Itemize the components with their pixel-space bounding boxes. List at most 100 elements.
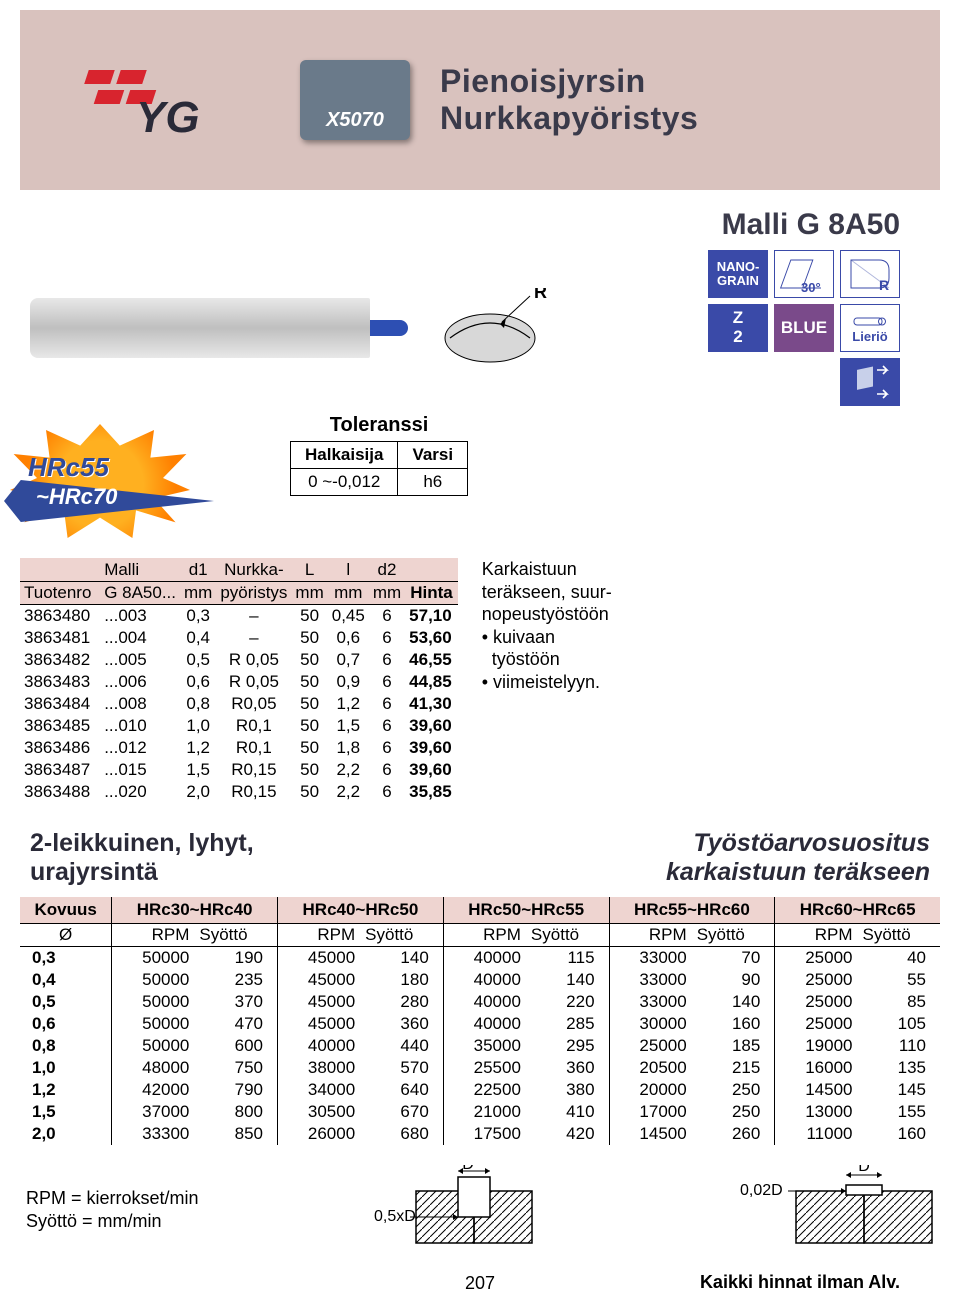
cell: 40000	[443, 947, 527, 970]
cell: 0,6	[328, 627, 369, 649]
th-np2: pyöristys	[216, 582, 291, 605]
svg-text:D: D	[858, 1165, 870, 1175]
cell: 0,9	[328, 671, 369, 693]
cell: 1,2	[328, 693, 369, 715]
cell: 44,85	[405, 671, 458, 693]
cell: 0,4	[20, 969, 112, 991]
cell: 33300	[112, 1123, 196, 1145]
cell: 0,4	[180, 627, 216, 649]
table-row: 3863484...0080,8R0,05501,2641,30	[20, 693, 458, 715]
lierio-icon: Lieriö	[840, 304, 900, 352]
cell: 790	[195, 1079, 277, 1101]
cell: 680	[361, 1123, 443, 1145]
cell: 25000	[609, 1035, 693, 1057]
cell: 13000	[775, 1101, 859, 1123]
cell: 6	[369, 737, 405, 759]
tool-image	[30, 298, 370, 358]
th-rpm: RPM	[609, 924, 693, 947]
cell: 3863482	[20, 649, 100, 671]
svg-text:0,02D: 0,02D	[740, 1182, 783, 1199]
r-icon: R	[840, 250, 900, 298]
cell: 90	[693, 969, 775, 991]
th-tuotenro	[20, 558, 100, 582]
main-row: Malli d1 Nurkka- L l d2 Tuotenro G 8A50.…	[20, 558, 940, 803]
cell: 53,60	[405, 627, 458, 649]
header-band: YG X5070 Pienoisjyrsin Nurkkapyöristys	[20, 10, 940, 190]
cell: 360	[361, 1013, 443, 1035]
cell: 50	[291, 781, 327, 803]
cell: 38000	[278, 1057, 362, 1079]
cell: 0,8	[180, 693, 216, 715]
cell: 160	[858, 1123, 940, 1145]
x5070-badge: X5070	[300, 60, 410, 140]
hrc-burst: HRc55 ~HRc70	[10, 424, 190, 544]
cell: 55	[858, 969, 940, 991]
cell: 50	[291, 671, 327, 693]
cell: 0,3	[180, 605, 216, 628]
side-b1: • kuivaan	[482, 626, 612, 649]
th-malli2: G 8A50...	[100, 582, 180, 605]
cell: 50000	[112, 1013, 196, 1035]
cell: 295	[527, 1035, 609, 1057]
cell: 670	[361, 1101, 443, 1123]
th-range: HRc40~HRc50	[278, 897, 444, 924]
cell: 2,2	[328, 781, 369, 803]
th-tuotenro2: Tuotenro	[20, 582, 100, 605]
cell: 50	[291, 649, 327, 671]
cell: 57,10	[405, 605, 458, 628]
cell: 135	[858, 1057, 940, 1079]
cell: 85	[858, 991, 940, 1013]
table-row: 1,04800075038000570255003602050021516000…	[20, 1057, 940, 1079]
bottom-row: RPM = kierrokset/min Syöttö = mm/min D 0…	[20, 1165, 940, 1255]
cell: 40000	[443, 991, 527, 1013]
cell: 50	[291, 715, 327, 737]
cell: 220	[527, 991, 609, 1013]
cell: 250	[693, 1079, 775, 1101]
cell: 750	[195, 1057, 277, 1079]
cell: 155	[858, 1101, 940, 1123]
cell: 35000	[443, 1035, 527, 1057]
cell: ...006	[100, 671, 180, 693]
table-row: 0,45000023545000180400001403300090250005…	[20, 969, 940, 991]
th-d1: d1	[180, 558, 216, 582]
cell: 260	[693, 1123, 775, 1145]
cell: 250	[693, 1101, 775, 1123]
cell: 25500	[443, 1057, 527, 1079]
cell: 50000	[112, 969, 196, 991]
cell: 3863484	[20, 693, 100, 715]
cell: 1,8	[328, 737, 369, 759]
burst-bottom: ~HRc70	[36, 484, 117, 510]
title-line1: Pienoisjyrsin	[440, 63, 698, 100]
th-rpm: RPM	[775, 924, 859, 947]
cell: 1,0	[180, 715, 216, 737]
cell: 160	[693, 1013, 775, 1035]
cell: 285	[527, 1013, 609, 1035]
legend-l2: Syöttö = mm/min	[26, 1210, 199, 1233]
yg-logo: YG	[50, 55, 230, 145]
cell: 6	[369, 693, 405, 715]
table-row: 0,85000060040000440350002952500018519000…	[20, 1035, 940, 1057]
cell: 25000	[775, 947, 859, 970]
cell: 105	[858, 1013, 940, 1035]
cell: 40000	[443, 1013, 527, 1035]
table-row: 1,24200079034000640225003802000025014500…	[20, 1079, 940, 1101]
table-row: 3863488...0202,0R0,15502,2635,85	[20, 781, 458, 803]
cell: 1,5	[20, 1101, 112, 1123]
tip-schematic: R	[430, 288, 550, 368]
left-h1: 2-leikkuinen, lyhyt,	[30, 829, 254, 858]
cell: 3863488	[20, 781, 100, 803]
side-l1: Karkaistuun	[482, 558, 612, 581]
th-rpm: RPM	[112, 924, 196, 947]
cell: 20500	[609, 1057, 693, 1079]
cell: 0,45	[328, 605, 369, 628]
left-h2: urajyrsintä	[30, 858, 254, 887]
cell: 190	[195, 947, 277, 970]
nano-grain-icon: NANO- GRAIN	[708, 250, 768, 298]
tolerance-block: Toleranssi HalkaisijaVarsi 0 ~-0,012h6	[290, 414, 468, 496]
page: YG X5070 Pienoisjyrsin Nurkkapyöristys M…	[0, 10, 960, 1313]
cell: 37000	[112, 1101, 196, 1123]
cell: 16000	[775, 1057, 859, 1079]
table-row: 3863485...0101,0R0,1501,5639,60	[20, 715, 458, 737]
z2-icon: Z 2	[708, 304, 768, 352]
cell: 2,2	[328, 759, 369, 781]
